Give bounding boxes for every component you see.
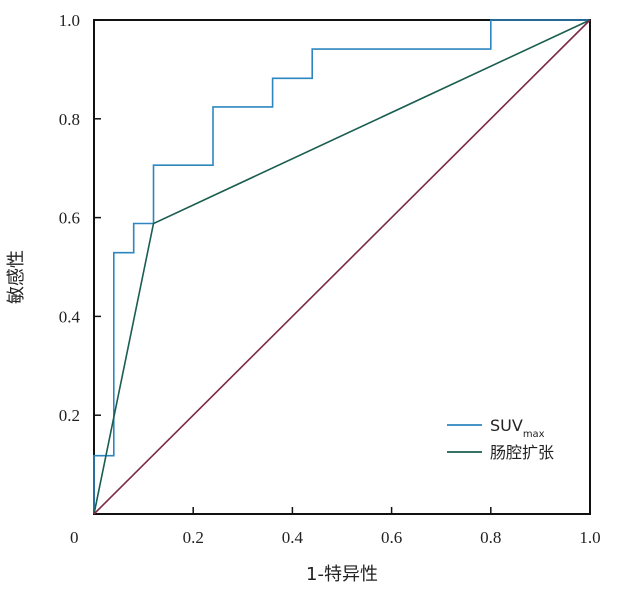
x-tick-label: 1.0 — [579, 528, 600, 547]
legend-label-suv: SUVmax — [490, 416, 545, 440]
legend-label-dilation: 肠腔扩张 — [490, 443, 554, 462]
y-tick-label: 0.8 — [59, 110, 80, 129]
origin-label: 0 — [70, 528, 79, 547]
x-tick-label: 0.4 — [282, 528, 304, 547]
plot-frame — [93, 19, 591, 515]
tick-layer: 0.2 0.4 0.6 0.8 1.0 0.2 0.4 0.6 0.8 1.0 — [59, 11, 601, 547]
y-tick-label: 0.4 — [59, 307, 81, 326]
x-tick-label: 0.8 — [480, 528, 501, 547]
series-line-reference — [93, 19, 591, 515]
y-tick-label: 0.6 — [59, 209, 80, 228]
legend: SUVmax 肠腔扩张 — [447, 416, 554, 462]
y-tick-label: 1.0 — [59, 11, 80, 30]
series-layer — [93, 19, 591, 515]
x-tick-label: 0.2 — [183, 528, 204, 547]
x-axis-title: 1-特异性 — [306, 564, 378, 585]
y-tick-label: 0.2 — [59, 406, 80, 425]
series-line-dilation — [93, 19, 591, 515]
y-axis-title: 敏感性 — [6, 250, 27, 304]
plot-border — [93, 19, 591, 515]
x-tick-label: 0.6 — [381, 528, 402, 547]
series-line-suv — [93, 19, 590, 514]
